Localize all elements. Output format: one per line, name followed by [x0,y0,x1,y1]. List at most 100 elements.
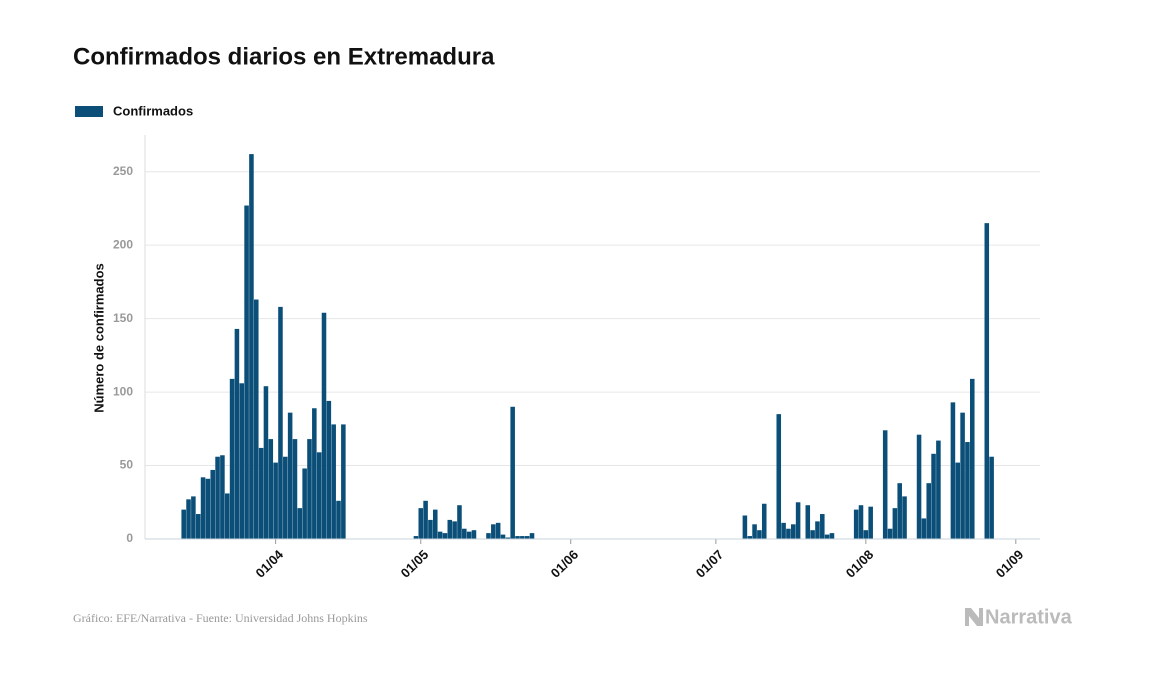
bar [926,483,932,539]
x-tick-label: 01/06 [548,547,582,581]
bar [529,533,535,539]
bar [249,154,254,539]
bar [316,452,322,539]
bar [326,400,332,539]
x-tick-label: 01/07 [693,547,727,581]
bar [413,536,419,539]
bar [786,528,791,539]
bar [500,534,506,539]
bar [432,509,438,539]
bar [810,530,815,539]
bar [200,477,206,539]
bar [283,456,288,539]
bar [965,442,970,539]
logo: Narrativa [985,606,1073,628]
bar [931,453,936,539]
y-tick-label: 150 [113,311,133,325]
bar [515,536,520,539]
bar [239,383,245,539]
bar [520,536,525,539]
source: Gráfico: EFE/Narrativa - Fuente: Univers… [73,611,368,625]
bar [278,306,283,539]
y-tick-label: 0 [126,531,133,545]
bar [969,378,975,539]
bar [524,536,530,539]
bar [863,530,869,539]
bar [287,412,293,539]
bar [191,496,196,539]
y-tick-label: 250 [113,164,133,178]
bar [491,524,496,539]
bar [312,408,317,539]
y-tick-label: 50 [120,458,134,472]
bar [892,508,898,539]
bar [186,499,191,539]
bar [341,424,346,539]
bar [205,478,211,539]
bar [916,434,922,539]
chart-title: Confirmados diarios en Extremadura [73,43,495,70]
bar [820,514,825,539]
x-tick-label: 01/04 [253,546,287,580]
bar [486,533,491,539]
logo-icon [965,608,983,626]
legend-swatch [75,106,103,117]
bar [790,524,796,539]
bar [263,386,269,539]
bar [258,447,264,539]
bar [447,519,453,539]
bar [195,514,201,539]
bar [336,500,341,539]
bar [761,503,767,539]
bar [829,533,835,539]
bar [273,462,278,539]
bar [887,528,893,539]
bar [921,518,927,539]
bar [466,531,472,539]
bar [936,440,941,539]
bar [868,506,873,539]
y-axis-label: Número de confirmados [91,263,106,413]
bar [955,462,961,539]
bar [331,424,336,539]
bar [747,536,753,539]
bar [495,522,501,539]
bar [781,522,786,539]
bar [215,456,220,539]
bar [210,469,216,539]
bar [224,493,230,539]
bar [321,312,327,539]
bar [510,406,515,539]
bar [897,483,902,539]
bar [292,439,298,539]
bar [742,515,748,539]
bar [984,223,990,540]
bar [795,502,801,539]
bar [853,509,859,539]
bar [757,530,762,539]
bar [858,505,864,539]
bar [253,299,259,539]
bar [244,205,249,539]
bar [902,496,907,539]
bar [462,528,467,539]
y-tick-label: 100 [113,384,133,398]
bar [220,455,225,539]
bar [960,412,965,539]
bar [505,537,511,539]
bar [297,508,303,539]
bar [428,519,433,539]
bar [776,414,782,539]
bar [302,468,307,539]
bar [229,378,235,539]
x-tick-label: 01/08 [843,547,877,581]
bar [882,430,888,539]
bar [752,524,757,539]
x-tick-label: 01/05 [398,547,432,581]
bar [989,456,994,539]
bar [268,439,274,539]
bar [442,533,448,539]
y-tick-label: 200 [113,237,133,251]
